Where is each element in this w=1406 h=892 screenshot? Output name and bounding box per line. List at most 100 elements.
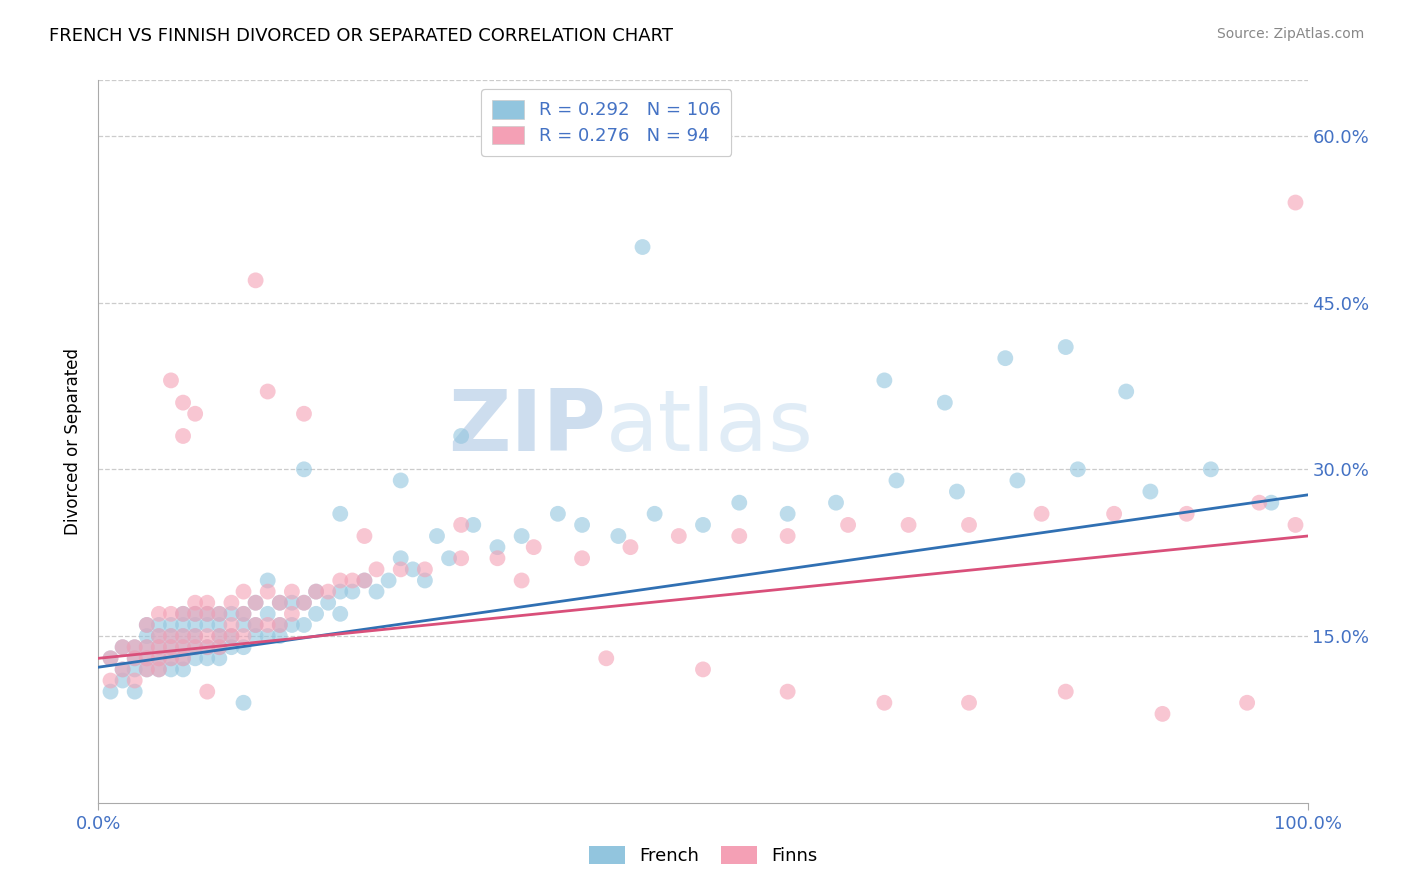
Point (245, 629, 267, 643)
Point (100, 684, 122, 698)
Point (389, 474, 412, 488)
Point (135, 618, 157, 632)
Point (1199, 462, 1222, 476)
Point (111, 640, 134, 655)
Point (184, 629, 207, 643)
Point (124, 651, 146, 665)
Point (305, 584, 328, 599)
Point (172, 651, 194, 665)
Point (172, 607, 194, 621)
Point (135, 629, 157, 643)
Point (245, 596, 267, 610)
Point (450, 551, 472, 566)
Point (292, 407, 315, 421)
Point (607, 529, 630, 543)
Point (292, 618, 315, 632)
Y-axis label: Divorced or Separated: Divorced or Separated (65, 348, 83, 535)
Legend: French, Finns: French, Finns (579, 837, 827, 874)
Point (160, 629, 183, 643)
Point (221, 629, 243, 643)
Point (728, 496, 751, 510)
Point (232, 696, 254, 710)
Text: ZIP: ZIP (449, 385, 606, 468)
Point (389, 551, 412, 566)
Point (160, 651, 183, 665)
Point (1067, 462, 1090, 476)
Point (195, 640, 218, 655)
Point (135, 651, 157, 665)
Point (873, 696, 896, 710)
Point (668, 529, 690, 543)
Point (232, 618, 254, 632)
Point (208, 607, 231, 621)
Point (353, 574, 375, 588)
Point (316, 584, 339, 599)
Point (329, 574, 352, 588)
Point (195, 651, 218, 665)
Point (1102, 507, 1125, 521)
Point (124, 640, 146, 655)
Point (245, 618, 267, 632)
Point (172, 629, 194, 643)
Point (172, 618, 194, 632)
Point (160, 651, 183, 665)
Point (486, 551, 509, 566)
Point (776, 507, 799, 521)
Point (124, 651, 146, 665)
Point (897, 517, 920, 532)
Point (1260, 496, 1282, 510)
Point (208, 607, 231, 621)
Point (245, 596, 267, 610)
Point (256, 607, 278, 621)
Point (305, 607, 328, 621)
Point (281, 596, 304, 610)
Point (631, 240, 654, 254)
Point (776, 684, 799, 698)
Point (571, 517, 593, 532)
Point (329, 584, 352, 599)
Point (172, 662, 194, 676)
Point (1284, 517, 1306, 532)
Point (269, 629, 291, 643)
Point (172, 395, 194, 409)
Point (256, 629, 278, 643)
Point (172, 607, 194, 621)
Point (184, 618, 207, 632)
Point (342, 574, 364, 588)
Point (269, 618, 291, 632)
Point (281, 607, 304, 621)
Point (221, 607, 243, 621)
Point (184, 651, 207, 665)
Point (595, 651, 617, 665)
Point (124, 684, 146, 698)
Point (135, 640, 157, 655)
Point (957, 517, 980, 532)
Point (232, 584, 254, 599)
Point (232, 640, 254, 655)
Point (172, 429, 194, 443)
Point (184, 607, 207, 621)
Point (184, 640, 207, 655)
Point (195, 629, 218, 643)
Point (135, 662, 157, 676)
Point (329, 607, 352, 621)
Point (463, 517, 485, 532)
Point (148, 662, 170, 676)
Point (160, 618, 183, 632)
Point (256, 384, 278, 399)
Point (232, 607, 254, 621)
Point (281, 618, 304, 632)
Point (776, 529, 799, 543)
Point (111, 640, 134, 655)
Point (100, 673, 122, 688)
Point (316, 596, 339, 610)
Point (728, 529, 751, 543)
Legend: R = 0.292   N = 106, R = 0.276   N = 94: R = 0.292 N = 106, R = 0.276 N = 94 (481, 89, 731, 156)
Point (1152, 706, 1174, 721)
Point (450, 429, 472, 443)
Point (1054, 340, 1077, 354)
Point (148, 640, 170, 655)
Point (523, 540, 546, 554)
Point (510, 529, 533, 543)
Point (413, 574, 436, 588)
